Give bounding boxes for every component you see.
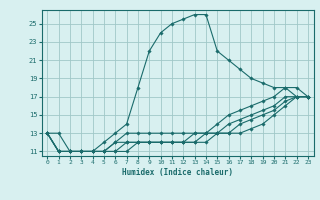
X-axis label: Humidex (Indice chaleur): Humidex (Indice chaleur)	[122, 168, 233, 177]
